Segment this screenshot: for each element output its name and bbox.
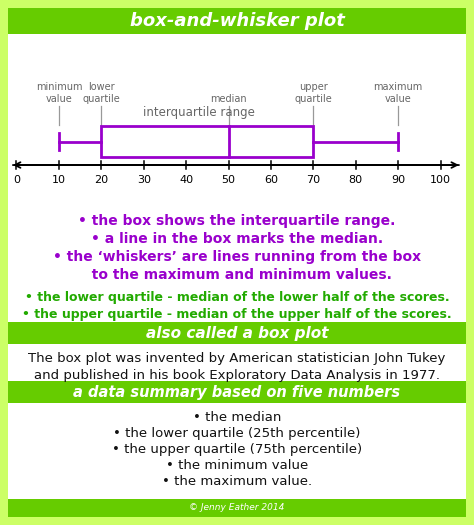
Bar <box>8 499 466 517</box>
Bar <box>8 8 466 34</box>
Text: • the ‘whiskers’ are lines running from the box: • the ‘whiskers’ are lines running from … <box>53 250 421 264</box>
Text: • the box shows the interquartile range.: • the box shows the interquartile range. <box>78 214 396 228</box>
Text: • the upper quartile (75th percentile): • the upper quartile (75th percentile) <box>112 444 362 456</box>
Text: • the lower quartile (25th percentile): • the lower quartile (25th percentile) <box>113 427 361 440</box>
Text: 70: 70 <box>306 175 320 185</box>
Text: upper
quartile: upper quartile <box>294 82 332 104</box>
Text: minimum
value: minimum value <box>36 82 82 104</box>
Text: 60: 60 <box>264 175 278 185</box>
Bar <box>8 381 466 403</box>
Text: also called a box plot: also called a box plot <box>146 326 328 341</box>
Text: • the median: • the median <box>193 412 281 424</box>
Text: 0: 0 <box>13 175 20 185</box>
Text: • the lower quartile - median of the lower half of the scores.: • the lower quartile - median of the low… <box>25 291 449 304</box>
Text: a data summary based on five numbers: a data summary based on five numbers <box>73 385 401 400</box>
Text: • the upper quartile - median of the upper half of the scores.: • the upper quartile - median of the upp… <box>22 308 452 321</box>
Text: The box plot was invented by American statistician John Tukey: The box plot was invented by American st… <box>28 352 446 365</box>
Text: lower
quartile: lower quartile <box>82 82 120 104</box>
Text: 10: 10 <box>52 175 66 185</box>
Text: maximum
value: maximum value <box>374 82 423 104</box>
Text: 90: 90 <box>391 175 405 185</box>
Text: interquartile range: interquartile range <box>143 106 255 119</box>
Text: • the minimum value: • the minimum value <box>166 459 308 472</box>
Text: 30: 30 <box>137 175 151 185</box>
Bar <box>8 322 466 344</box>
Text: • the maximum value.: • the maximum value. <box>162 476 312 488</box>
Text: and published in his book Exploratory Data Analysis in 1977.: and published in his book Exploratory Da… <box>34 370 440 382</box>
Text: • a line in the box marks the median.: • a line in the box marks the median. <box>91 232 383 246</box>
Text: box-and-whisker plot: box-and-whisker plot <box>129 12 345 30</box>
Text: to the maximum and minimum values.: to the maximum and minimum values. <box>82 268 392 282</box>
Text: © Jenny Eather 2014: © Jenny Eather 2014 <box>189 503 285 512</box>
Text: median: median <box>210 94 247 104</box>
Text: 100: 100 <box>430 175 451 185</box>
Text: 20: 20 <box>94 175 109 185</box>
Text: 50: 50 <box>221 175 236 185</box>
Text: 80: 80 <box>349 175 363 185</box>
Bar <box>101 127 313 156</box>
Text: 40: 40 <box>179 175 193 185</box>
